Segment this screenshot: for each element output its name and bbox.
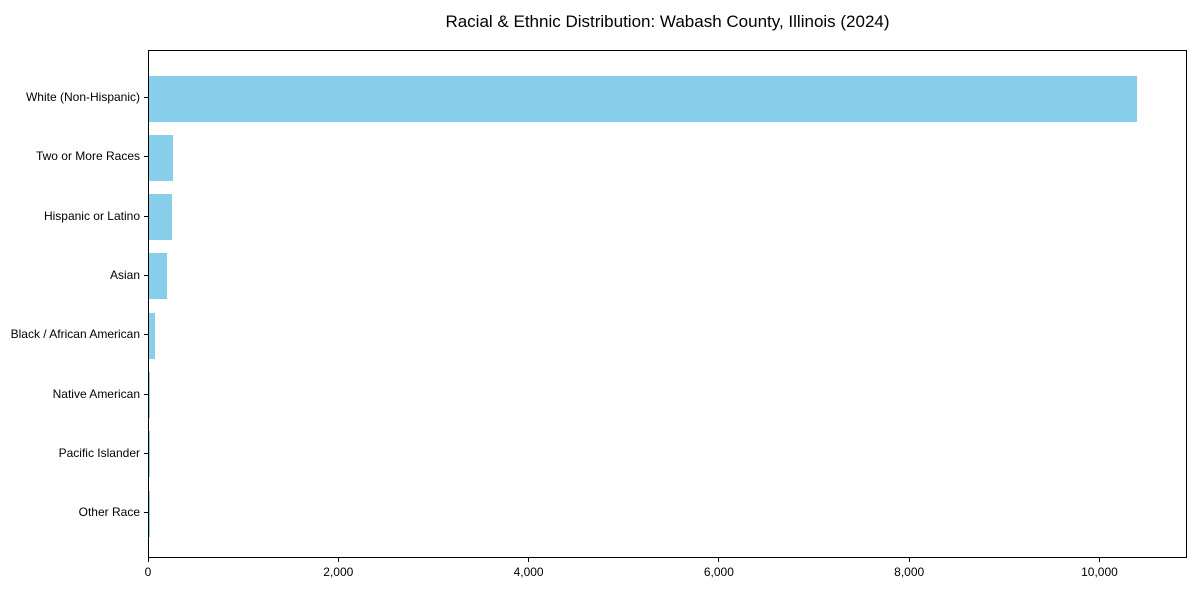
x-tick-mark (147, 558, 149, 562)
y-tick-mark (144, 452, 148, 454)
y-tick-label-white-non-hispanic: White (Non-Hispanic) (25, 90, 140, 104)
bar-black-african-american (149, 312, 156, 359)
y-tick-label-hispanic-or-latino: Hispanic or Latino (43, 208, 140, 223)
y-tick-mark (144, 156, 148, 158)
bar-two-or-more-races (149, 134, 173, 181)
y-tick-mark (144, 512, 148, 514)
x-tick-label-8000: 8,000 (894, 565, 925, 579)
x-tick-mark (908, 558, 910, 562)
x-tick-mark (1098, 558, 1100, 562)
y-tick-mark (144, 334, 148, 336)
y-tick-label-other-race: Other Race (78, 505, 140, 520)
x-tick-mark (337, 558, 339, 562)
y-tick-label-black-african-american: Black / African American (10, 327, 140, 342)
y-tick-label-asian: Asian (109, 267, 140, 282)
x-tick-label-0: 0 (144, 565, 152, 579)
x-tick-label-10000: 10,000 (1081, 565, 1118, 579)
y-tick-mark (144, 97, 148, 98)
chart-title: Racial & Ethnic Distribution: Wabash Cou… (445, 12, 890, 31)
x-tick-label-4000: 4,000 (513, 565, 544, 579)
bar-hispanic-or-latino (149, 194, 172, 241)
y-tick-label-two-or-more-races: Two or More Races (35, 149, 140, 164)
x-tick-label-2000: 2,000 (323, 565, 354, 579)
bar-asian (149, 253, 168, 300)
y-tick-mark (144, 274, 148, 276)
y-tick-label-native-american: Native American (52, 386, 140, 401)
plot-area (148, 50, 1187, 558)
y-tick-label-pacific-islander: Pacific Islander (58, 445, 140, 460)
y-tick-mark (144, 215, 148, 217)
y-tick-mark (144, 393, 148, 395)
x-tick-label-6000: 6,000 (703, 565, 734, 579)
x-tick-mark (718, 558, 720, 562)
bar-white-non-hispanic (149, 75, 1137, 122)
x-tick-mark (528, 558, 530, 562)
